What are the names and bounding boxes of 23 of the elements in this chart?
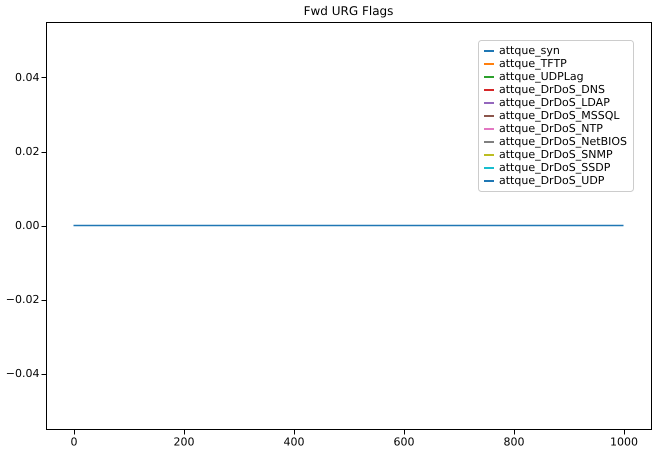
x-tick-label: 1000 [610,436,638,448]
y-tick-label: 0.04 [15,71,40,84]
y-tick-label: −0.04 [6,367,40,380]
y-tick-label: 0.02 [15,145,40,158]
x-tick-label: 600 [394,436,414,448]
legend-label: attque_TFTP [499,57,568,70]
y-tick-label: −0.02 [6,293,40,306]
legend-label: attque_DrDoS_UDP [499,174,605,187]
legend-label: attque_DrDoS_LDAP [499,96,610,109]
legend-label: attque_DrDoS_NetBIOS [499,135,628,148]
legend-label: attque_UDPLag [499,70,584,83]
chart-title: Fwd URG Flags [304,4,394,18]
x-tick-label: 0 [70,436,78,448]
legend-label: attque_DrDoS_NTP [499,122,604,135]
y-tick-label: 0.00 [15,219,40,232]
legend-label: attque_DrDoS_MSSQL [499,109,620,122]
x-tick-label: 800 [504,436,524,448]
x-tick-label: 400 [284,436,304,448]
legend-label: attque_syn [499,44,560,57]
x-tick-label: 200 [174,436,194,448]
legend-label: attque_DrDoS_SSDP [499,161,611,174]
legend-label: attque_DrDoS_DNS [499,83,605,96]
legend-label: attque_DrDoS_SNMP [499,148,613,161]
